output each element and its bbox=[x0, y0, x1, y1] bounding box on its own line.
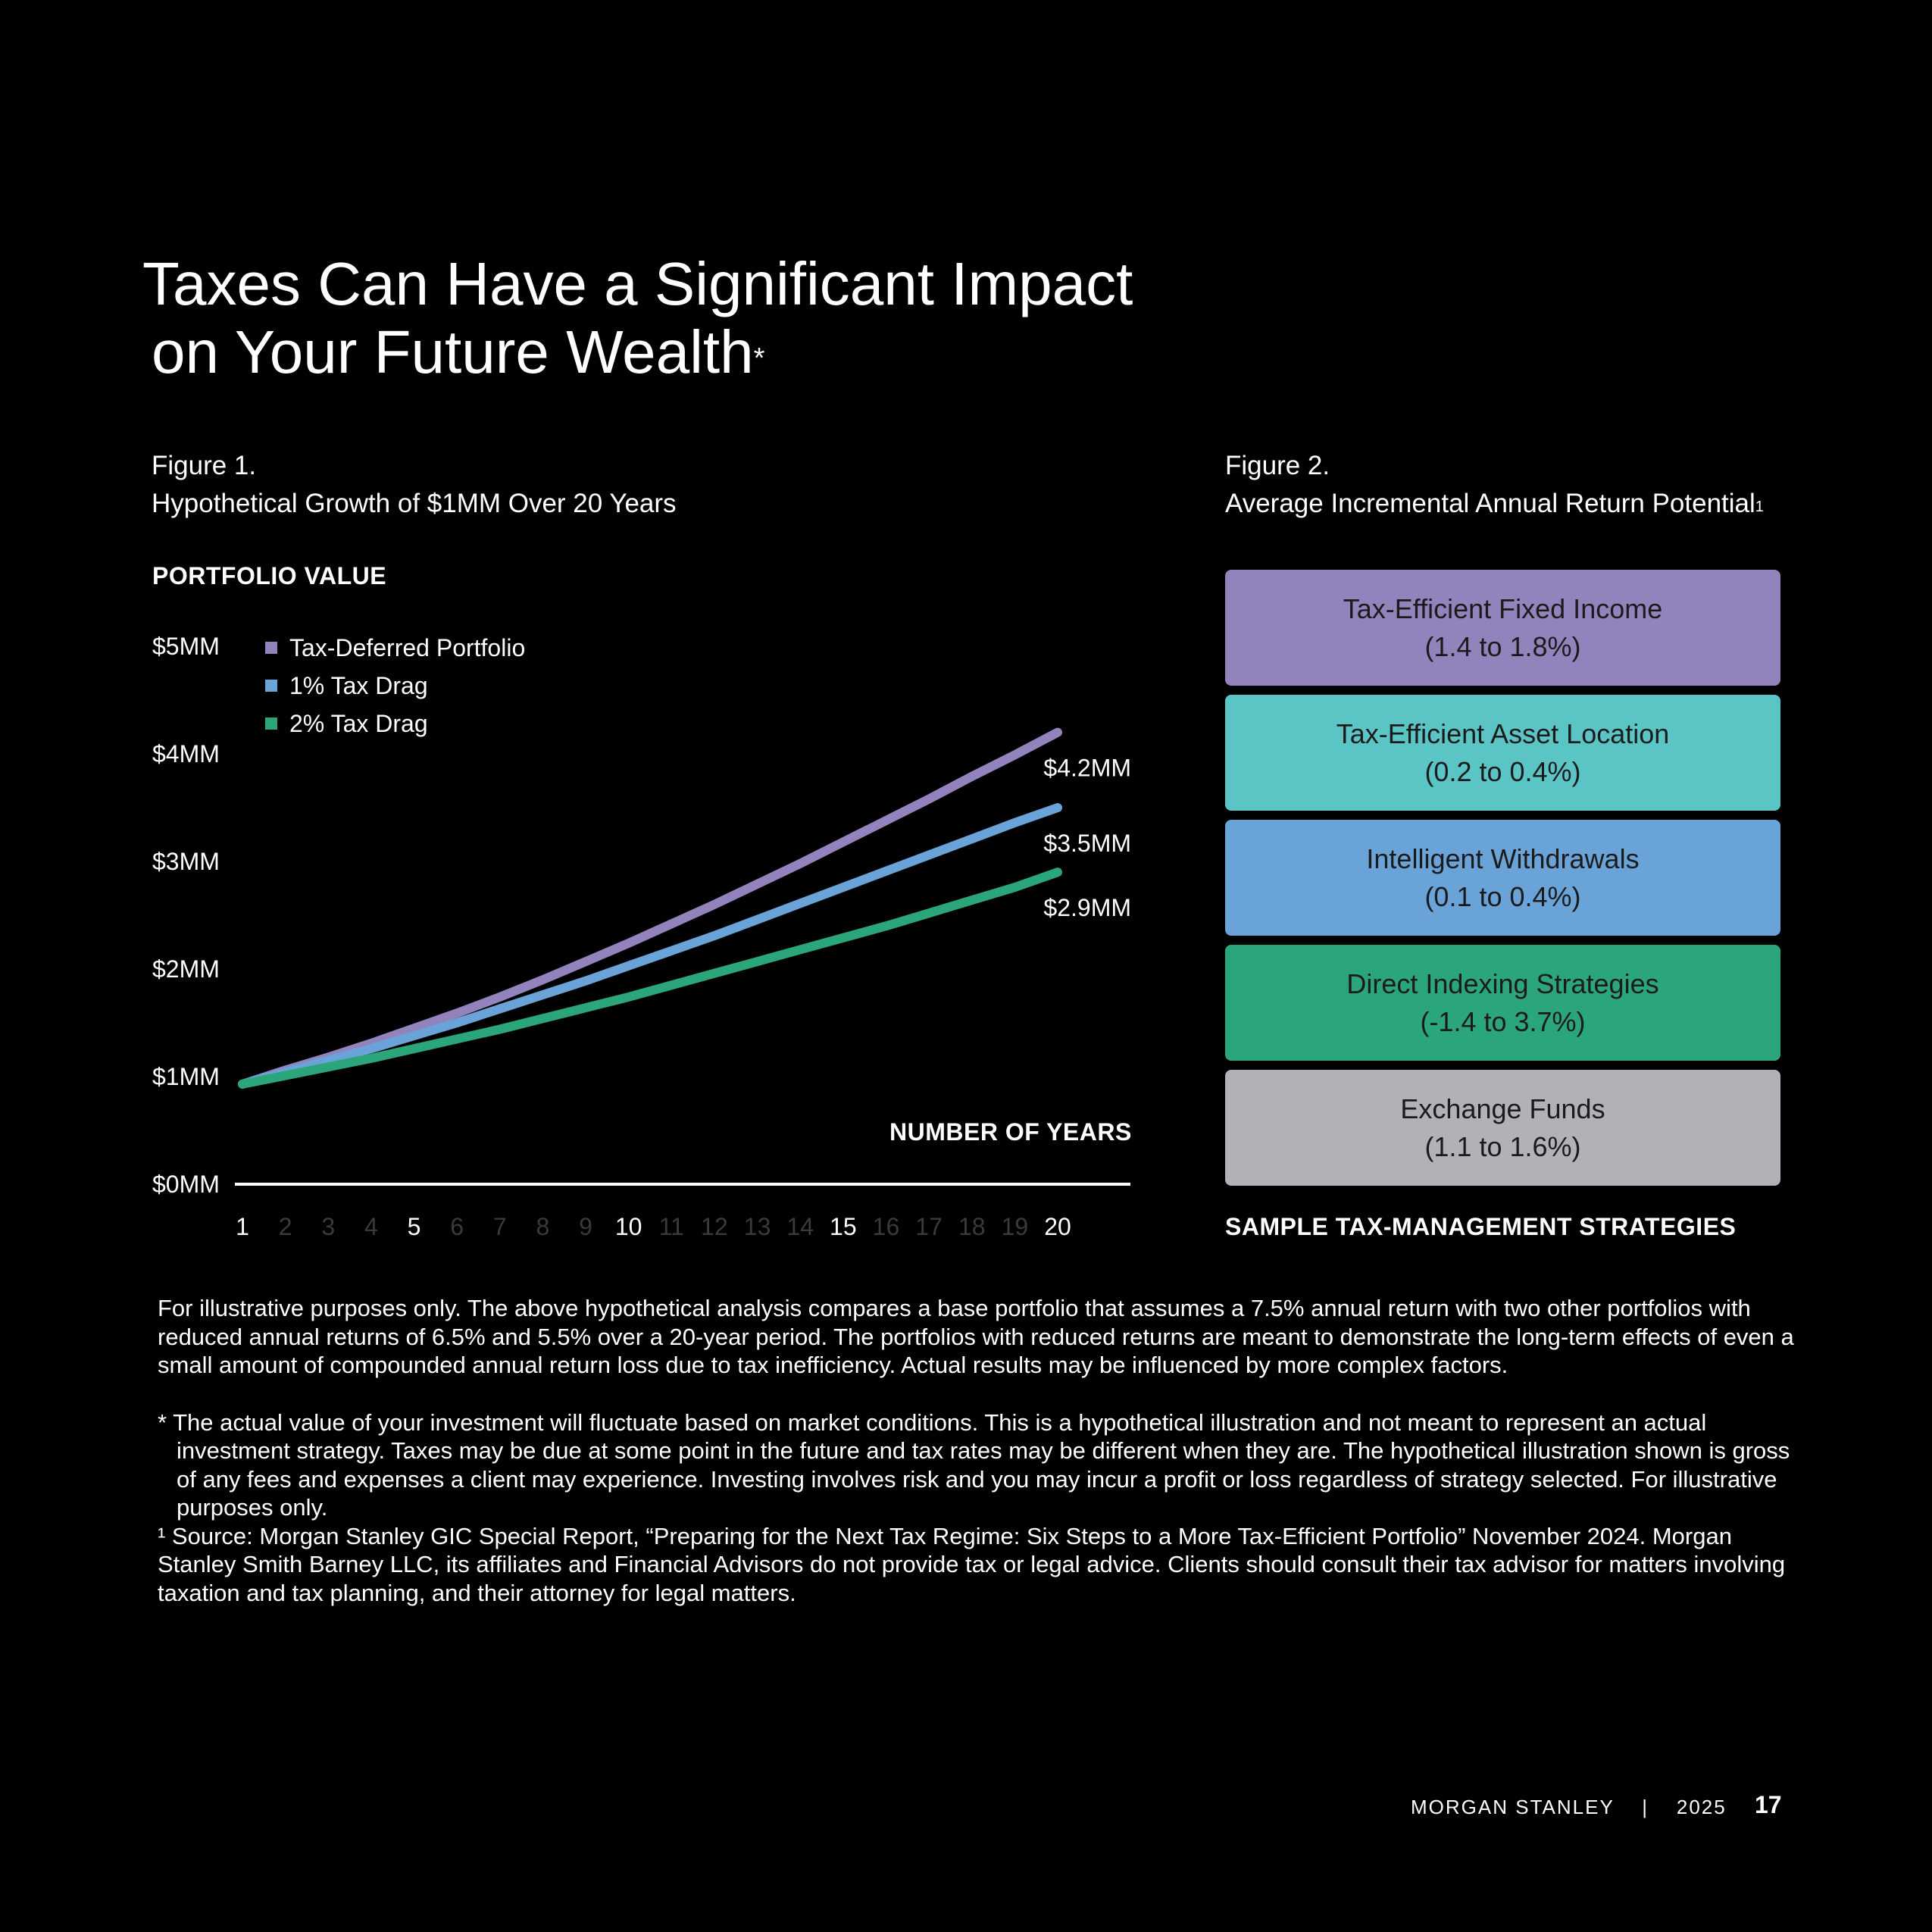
series-end-label: $4.2MM bbox=[1043, 755, 1131, 782]
title-asterisk: * bbox=[753, 342, 765, 374]
series-end-label: $3.5MM bbox=[1043, 830, 1131, 857]
y-tick-label: $4MM bbox=[152, 740, 220, 767]
strategy-name: Intelligent Withdrawals bbox=[1366, 843, 1640, 874]
series-line bbox=[238, 803, 1062, 1089]
source-footnote: ¹ Source: Morgan Stanley GIC Special Rep… bbox=[158, 1522, 1786, 1606]
legend-item: Tax-Deferred Portfolio bbox=[265, 629, 525, 667]
x-tick-label: 19 bbox=[1002, 1213, 1029, 1240]
x-tick-label: 13 bbox=[744, 1213, 771, 1240]
legend-label: 1% Tax Drag bbox=[289, 672, 428, 699]
footer-year: 2025 bbox=[1676, 1796, 1727, 1818]
x-tick-label: 8 bbox=[536, 1213, 550, 1240]
series-line bbox=[238, 727, 1062, 1089]
footer-brand: MORGAN STANLEY bbox=[1411, 1796, 1615, 1818]
x-tick-label: 2 bbox=[279, 1213, 292, 1240]
x-tick-label: 9 bbox=[579, 1213, 592, 1240]
series-line bbox=[238, 868, 1062, 1089]
figure2-footnote-mark: 1 bbox=[1755, 499, 1764, 515]
page-title-line-1: Taxes Can Have a Significant Impact bbox=[142, 250, 1133, 317]
chart-legend: Tax-Deferred Portfolio 1% Tax Drag 2% Ta… bbox=[265, 629, 525, 742]
strategy-name: Tax-Efficient Fixed Income bbox=[1343, 592, 1663, 624]
disclaimer-text: For illustrative purposes only. The abov… bbox=[158, 1295, 1794, 1378]
x-tick-label: 4 bbox=[364, 1213, 378, 1240]
page-number: 17 bbox=[1755, 1791, 1782, 1818]
strategy-box: Tax-Efficient Fixed Income (1.4 to 1.8%) bbox=[1225, 570, 1780, 686]
x-tick-label: 14 bbox=[786, 1213, 814, 1240]
x-tick-label: 1 bbox=[236, 1213, 249, 1240]
figure1-label: Figure 1. bbox=[152, 451, 257, 480]
legend-swatch bbox=[265, 642, 277, 654]
strategy-range: (0.2 to 0.4%) bbox=[1424, 755, 1581, 787]
x-tick-label: 20 bbox=[1044, 1213, 1071, 1240]
legend-item: 1% Tax Drag bbox=[265, 667, 525, 705]
figure1-caption: Figure 1. Hypothetical Growth of $1MM Ov… bbox=[152, 447, 677, 523]
strategy-name: Direct Indexing Strategies bbox=[1346, 968, 1659, 999]
x-tick-label: 16 bbox=[873, 1213, 900, 1240]
figure2-caption: Figure 2. Average Incremental Annual Ret… bbox=[1225, 447, 1764, 523]
legend-label: 2% Tax Drag bbox=[289, 710, 428, 737]
legend-swatch bbox=[265, 717, 277, 730]
x-tick-label: 7 bbox=[493, 1213, 507, 1240]
x-tick-label: 10 bbox=[615, 1213, 642, 1240]
x-tick-label: 6 bbox=[450, 1213, 464, 1240]
strategy-range: (1.1 to 1.6%) bbox=[1424, 1130, 1581, 1162]
series-end-label: $2.9MM bbox=[1043, 894, 1131, 921]
legend-item: 2% Tax Drag bbox=[265, 705, 525, 742]
strategy-box: Exchange Funds (1.1 to 1.6%) bbox=[1225, 1070, 1780, 1186]
page-footer: MORGAN STANLEY | 2025 bbox=[1411, 1796, 1727, 1819]
page-title-line-2-text: on Your Future Wealth bbox=[152, 318, 754, 386]
x-tick-label: 17 bbox=[915, 1213, 943, 1240]
strategy-box: Tax-Efficient Asset Location (0.2 to 0.4… bbox=[1225, 695, 1780, 811]
strategy-name: Exchange Funds bbox=[1400, 1093, 1605, 1124]
page-title: Taxes Can Have a Significant Impact on Y… bbox=[142, 250, 1133, 386]
strategy-range: (1.4 to 1.8%) bbox=[1424, 630, 1581, 662]
x-axis-title: NUMBER OF YEARS bbox=[889, 1118, 1132, 1146]
figure2-title: Average Incremental Annual Return Potent… bbox=[1225, 485, 1764, 523]
figure1-title: Hypothetical Growth of $1MM Over 20 Year… bbox=[152, 489, 677, 518]
strategy-list: Tax-Efficient Fixed Income (1.4 to 1.8%)… bbox=[1225, 570, 1780, 1195]
footnotes: For illustrative purposes only. The abov… bbox=[158, 1294, 1802, 1607]
strategies-caption: SAMPLE TAX-MANAGEMENT STRATEGIES bbox=[1225, 1213, 1737, 1240]
x-tick-label: 12 bbox=[701, 1213, 728, 1240]
x-tick-label: 18 bbox=[958, 1213, 986, 1240]
asterisk-footnote: * The actual value of your investment wi… bbox=[158, 1408, 1790, 1521]
strategy-range: (0.1 to 0.4%) bbox=[1424, 880, 1581, 912]
y-tick-label: $0MM bbox=[152, 1171, 220, 1198]
x-tick-label: 15 bbox=[830, 1213, 857, 1240]
x-tick-label: 5 bbox=[408, 1213, 421, 1240]
page-title-line-2: on Your Future Wealth* bbox=[142, 318, 1133, 386]
figure2-title-text: Average Incremental Annual Return Potent… bbox=[1225, 489, 1755, 518]
x-tick-label: 11 bbox=[659, 1213, 684, 1240]
y-axis-title: PORTFOLIO VALUE bbox=[152, 562, 387, 589]
strategy-box: Intelligent Withdrawals (0.1 to 0.4%) bbox=[1225, 820, 1780, 936]
strategy-name: Tax-Efficient Asset Location bbox=[1336, 717, 1670, 749]
x-tick-label: 3 bbox=[321, 1213, 335, 1240]
strategy-range: (-1.4 to 3.7%) bbox=[1420, 1005, 1586, 1037]
legend-label: Tax-Deferred Portfolio bbox=[289, 634, 526, 661]
y-tick-label: $2MM bbox=[152, 955, 220, 983]
y-tick-label: $1MM bbox=[152, 1063, 220, 1090]
figure2-label: Figure 2. bbox=[1225, 451, 1330, 480]
y-tick-label: $5MM bbox=[152, 633, 220, 660]
y-tick-label: $3MM bbox=[152, 848, 220, 875]
legend-swatch bbox=[265, 680, 277, 692]
strategy-box: Direct Indexing Strategies (-1.4 to 3.7%… bbox=[1225, 945, 1780, 1061]
footer-separator: | bbox=[1642, 1796, 1649, 1818]
